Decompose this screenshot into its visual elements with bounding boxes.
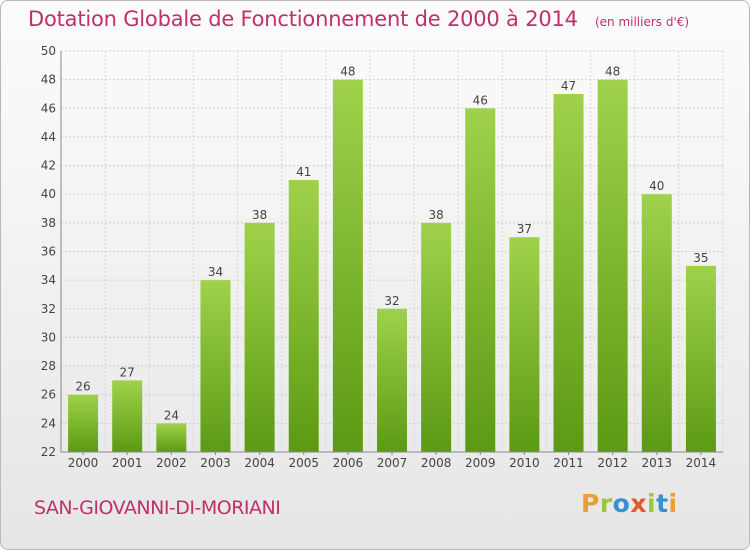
bar-value-label: 34 xyxy=(208,265,223,279)
bar-value-label: 38 xyxy=(428,208,443,222)
bar-value-label: 46 xyxy=(473,93,488,107)
y-tick-label: 46 xyxy=(41,101,56,115)
y-tick-label: 50 xyxy=(41,44,56,58)
bar xyxy=(465,108,495,452)
bar-value-label: 38 xyxy=(252,208,267,222)
bar xyxy=(642,194,672,452)
bar xyxy=(156,423,186,452)
brand-letter: t xyxy=(656,489,668,518)
bar-value-label: 40 xyxy=(649,179,664,193)
y-tick-label: 24 xyxy=(41,416,56,430)
y-tick-label: 32 xyxy=(41,302,56,316)
y-tick-label: 26 xyxy=(41,388,56,402)
bar xyxy=(333,80,363,452)
proxiti-logo[interactable]: Proxiti xyxy=(581,489,678,518)
bar xyxy=(686,266,716,452)
bar-value-label: 27 xyxy=(120,365,135,379)
brand-letter: r xyxy=(600,489,613,518)
x-tick-label: 2006 xyxy=(333,456,364,470)
commune-name: SAN-GIOVANNI-DI-MORIANI xyxy=(34,497,280,519)
bar xyxy=(377,309,407,452)
y-tick-label: 40 xyxy=(41,187,56,201)
x-tick-label: 2004 xyxy=(244,456,275,470)
x-tick-label: 2013 xyxy=(642,456,673,470)
x-tick-label: 2014 xyxy=(686,456,717,470)
x-tick-label: 2010 xyxy=(509,456,540,470)
bar-value-label: 24 xyxy=(164,408,179,422)
bar-value-label: 48 xyxy=(605,65,620,79)
y-tick-label: 28 xyxy=(41,359,56,373)
bar xyxy=(68,395,98,452)
bar-value-label: 47 xyxy=(561,79,576,93)
brand-letter: P xyxy=(581,489,600,518)
brand-letter: i xyxy=(647,489,656,518)
x-tick-label: 2009 xyxy=(465,456,496,470)
y-tick-label: 42 xyxy=(41,159,56,173)
bar xyxy=(598,80,628,452)
bar-value-label: 37 xyxy=(517,222,532,236)
bar xyxy=(509,237,539,452)
x-tick-label: 2001 xyxy=(112,456,143,470)
chart-frame: Dotation Globale de Fonctionnement de 20… xyxy=(0,0,750,550)
x-tick-label: 2008 xyxy=(421,456,452,470)
x-tick-label: 2005 xyxy=(288,456,319,470)
bar xyxy=(245,223,275,452)
bar xyxy=(200,280,230,452)
brand-letter: o xyxy=(613,489,631,518)
bar-chart: 22 24 26 28 30 32 34 36 38 40 42 44 46 48 50 26 2000 27 20… xyxy=(1,1,749,549)
x-tick-label: 2012 xyxy=(597,456,628,470)
x-tick-label: 2003 xyxy=(200,456,231,470)
bar xyxy=(421,223,451,452)
x-tick-label: 2002 xyxy=(156,456,187,470)
y-tick-label: 38 xyxy=(41,216,56,230)
bar-value-label: 32 xyxy=(384,294,399,308)
bar-series xyxy=(68,80,716,452)
x-tick-label: 2007 xyxy=(377,456,408,470)
y-tick-label: 22 xyxy=(41,445,56,459)
bar xyxy=(289,180,319,452)
bar-value-label: 35 xyxy=(693,251,708,265)
bar-value-label: 41 xyxy=(296,165,311,179)
y-tick-label: 48 xyxy=(41,73,56,87)
y-tick-label: 44 xyxy=(41,130,56,144)
bar-value-label: 48 xyxy=(340,65,355,79)
bar-value-label: 26 xyxy=(75,380,90,394)
x-tick-label: 2000 xyxy=(68,456,99,470)
y-tick-label: 34 xyxy=(41,273,56,287)
brand-letter: x xyxy=(630,489,647,518)
y-tick-label: 36 xyxy=(41,245,56,259)
y-tick-label: 30 xyxy=(41,330,56,344)
brand-letter: i xyxy=(669,489,678,518)
bar xyxy=(112,380,142,452)
x-tick-label: 2011 xyxy=(553,456,584,470)
bar xyxy=(554,94,584,452)
